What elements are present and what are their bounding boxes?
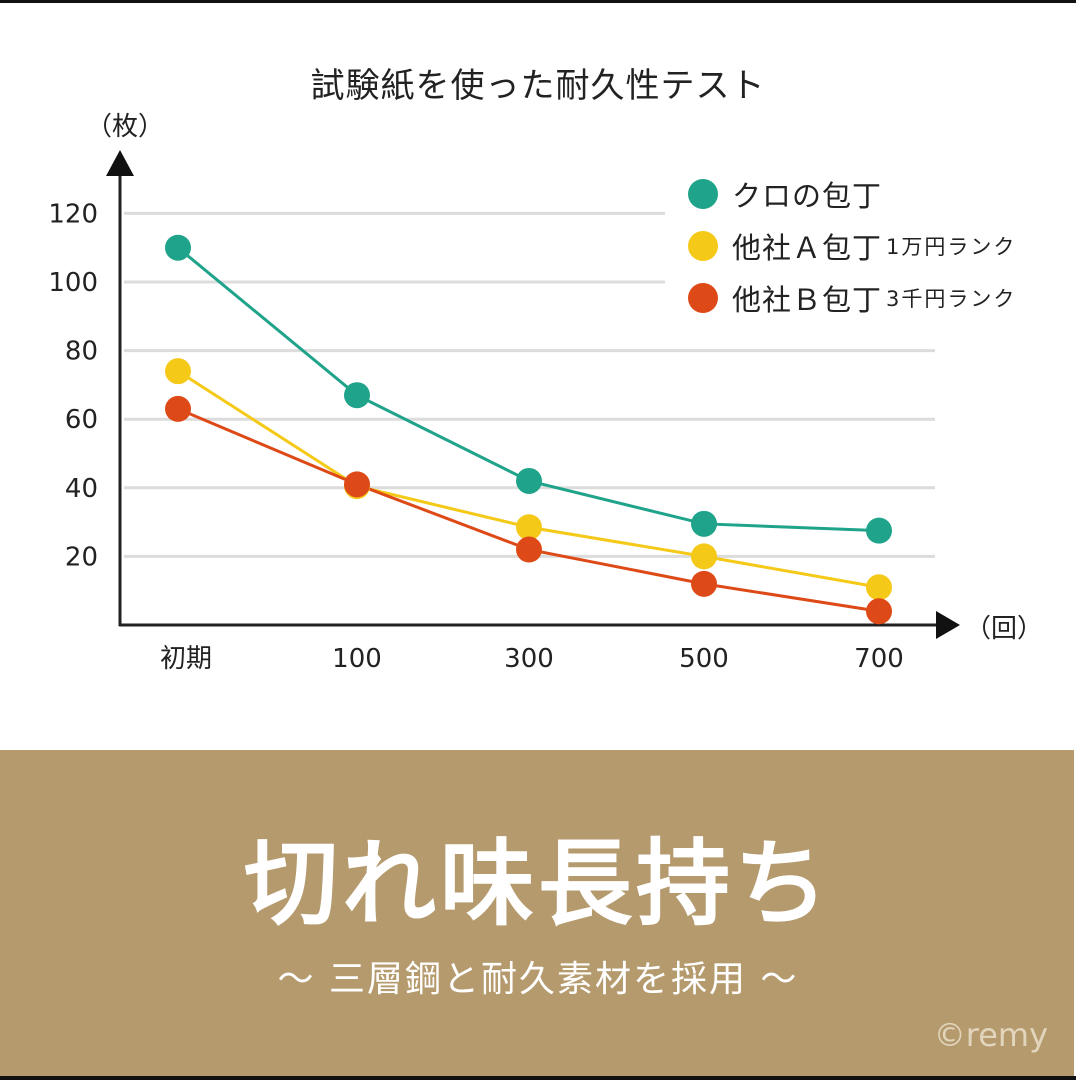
bottom-border <box>0 1076 1076 1080</box>
legend-dot-icon <box>688 283 718 313</box>
data-point <box>344 471 370 498</box>
y-tick-label: 40 <box>65 474 98 504</box>
data-point <box>516 514 542 541</box>
data-point <box>866 517 892 544</box>
x-tick-label: 300 <box>504 644 554 674</box>
legend: クロの包丁 他社Ａ包丁 1万円ランク 他社Ｂ包丁 3千円ランク <box>688 168 1016 324</box>
data-point <box>866 574 892 601</box>
data-point <box>691 570 717 597</box>
y-tick-label: 120 <box>48 199 98 229</box>
data-point <box>165 234 191 261</box>
y-tick-label: 80 <box>65 337 98 367</box>
top-border <box>0 0 1076 3</box>
data-point <box>165 395 191 422</box>
banner-headline: 切れ味長持ち <box>243 830 832 939</box>
data-point <box>516 467 542 494</box>
x-axis-arrow-icon <box>936 611 960 639</box>
y-axis-unit: （枚） <box>86 112 165 142</box>
legend-label: クロの包丁 <box>732 179 883 213</box>
y-tick-label: 60 <box>65 405 98 435</box>
data-point <box>866 598 892 625</box>
banner-panel <box>0 750 1076 1076</box>
x-tick-label: 700 <box>854 644 904 674</box>
legend-item-company-b: 他社Ｂ包丁 3千円ランク <box>688 272 1016 324</box>
data-point <box>691 543 717 570</box>
legend-label: 他社Ｂ包丁 <box>732 283 883 317</box>
legend-item-kuro: クロの包丁 <box>688 168 1016 220</box>
y-axis-arrow-icon <box>106 150 134 176</box>
data-point <box>691 510 717 537</box>
legend-sublabel: 3千円ランク <box>886 287 1017 311</box>
legend-label: 他社Ａ包丁 <box>732 231 883 265</box>
chart-title: 試験紙を使った耐久性テスト <box>310 66 766 106</box>
x-tick-label: 初期 <box>160 644 212 674</box>
line-chart: 20 40 60 80 100 120 初期 100 300 500 700 <box>48 150 960 674</box>
data-point <box>344 382 370 409</box>
data-point <box>165 358 191 385</box>
y-tick-label: 20 <box>65 542 98 572</box>
x-tick-label: 100 <box>332 644 382 674</box>
banner-subline: 〜 三層鋼と耐久素材を採用 〜 <box>277 959 799 1000</box>
y-tick-label: 100 <box>48 268 98 298</box>
legend-dot-icon <box>688 231 718 261</box>
legend-sublabel: 1万円ランク <box>886 235 1017 259</box>
legend-item-company-a: 他社Ａ包丁 1万円ランク <box>688 220 1016 272</box>
x-tick-label: 500 <box>679 644 729 674</box>
credit-text: ©remy <box>933 1016 1048 1054</box>
legend-dot-icon <box>688 179 718 209</box>
x-axis-unit: （回） <box>965 614 1044 644</box>
data-point <box>516 536 542 563</box>
